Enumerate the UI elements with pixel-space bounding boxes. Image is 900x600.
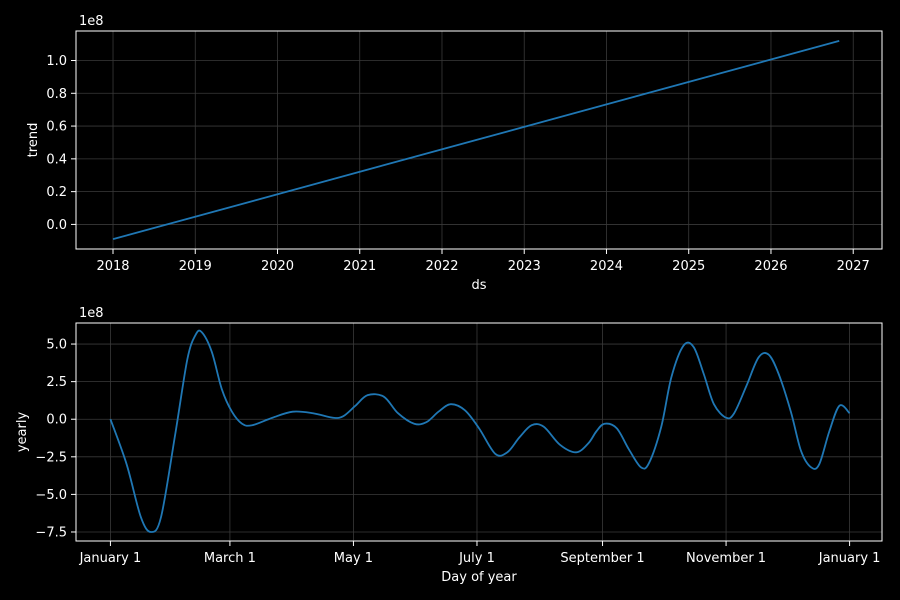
yearly-y-tick-label: 2.5: [46, 375, 67, 390]
trend-x-tick-label: 2024: [590, 259, 623, 274]
trend-panel: 2018 2019 2020 2021 2022 2023 2024 2025 2026 2027…: [26, 14, 883, 293]
yearly-y-tick-label: −2.5: [35, 450, 67, 465]
trend-x-tick-label: 2022: [425, 259, 458, 274]
trend-x-tick-label: 2020: [261, 259, 294, 274]
yearly-series: [109, 329, 851, 533]
yearly-x-ticks: January 1 March 1 May 1 July 1 September 1 No…: [79, 541, 881, 566]
trend-x-tick-label: 2021: [343, 259, 376, 274]
yearly-x-tick-label: November 1: [686, 551, 766, 566]
trend-x-tick-label: 2018: [96, 259, 129, 274]
trend-y-tick-label: 0.4: [46, 152, 67, 167]
yearly-offset-label: 1e8: [79, 306, 104, 321]
trend-y-tick-label: 0.0: [46, 218, 67, 233]
trend-x-ticks: 2018 2019 2020 2021 2022 2023 2024 2025 2026 2027: [96, 249, 870, 274]
yearly-y-tick-label: −7.5: [35, 525, 67, 540]
trend-y-ticks: 0.0 0.2 0.4 0.6 0.8 1.0: [46, 54, 76, 233]
trend-x-tick-label: 2026: [754, 259, 787, 274]
yearly-y-tick-label: −5.0: [35, 488, 67, 503]
trend-y-axis-label: trend: [26, 123, 41, 158]
yearly-y-ticks: −7.5 −5.0 −2.5 0.0 2.5 5.0: [35, 338, 76, 540]
yearly-plot-background: [76, 323, 882, 541]
trend-y-tick-label: 0.6: [46, 120, 67, 135]
yearly-x-tick-label: March 1: [204, 551, 256, 566]
yearly-panel: January 1 March 1 May 1 July 1 September 1 No…: [15, 306, 883, 585]
yearly-axes-frame: [75, 322, 883, 542]
trend-line: [112, 39, 840, 241]
yearly-grid: [76, 323, 882, 541]
yearly-x-axis-label: Day of year: [441, 570, 517, 585]
trend-y-tick-label: 0.8: [46, 87, 67, 102]
trend-series: [112, 39, 840, 241]
trend-x-axis-label: ds: [471, 278, 486, 293]
trend-x-tick-label: 2023: [508, 259, 541, 274]
trend-x-tick-label: 2025: [672, 259, 705, 274]
yearly-x-tick-label: May 1: [334, 551, 373, 566]
yearly-x-tick-label: September 1: [560, 551, 644, 566]
trend-y-tick-label: 0.2: [46, 185, 67, 200]
trend-x-tick-label: 2019: [179, 259, 212, 274]
yearly-x-tick-label: January 1: [79, 551, 142, 566]
trend-y-tick-label: 1.0: [46, 54, 67, 69]
yearly-y-tick-label: 5.0: [46, 338, 67, 353]
yearly-line: [109, 329, 851, 533]
yearly-x-tick-label: July 1: [458, 551, 495, 566]
yearly-y-axis-label: yearly: [15, 412, 30, 453]
yearly-y-tick-label: 0.0: [46, 413, 67, 428]
trend-axes-frame: [75, 30, 883, 250]
yearly-x-tick-label: January 1: [818, 551, 881, 566]
trend-x-tick-label: 2027: [837, 259, 870, 274]
trend-offset-label: 1e8: [79, 14, 104, 29]
